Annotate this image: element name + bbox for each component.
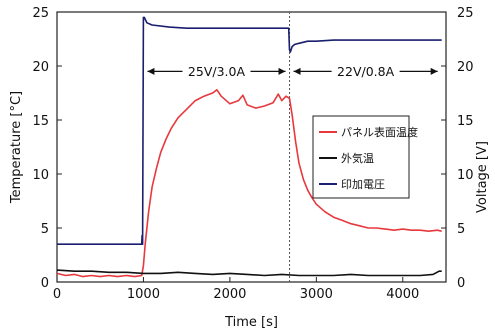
y-right-tick-label: 10: [457, 168, 474, 183]
annotation-arrowhead-left: [293, 67, 301, 75]
x-tick-label: 3000: [300, 287, 333, 302]
axes-layer: 0 1000 2000 3000 4000 0 5 10 15 20 25 0 5 10 15 20 25 Tim…: [9, 6, 490, 329]
annotation-label: 25V/3.0A: [188, 64, 246, 79]
legend-label: 外気温: [341, 151, 374, 165]
x-tick-label: 1000: [127, 287, 160, 302]
y-right-tick-label: 25: [457, 6, 474, 21]
y-right-tick-label: 20: [457, 60, 474, 75]
annotation-arrowhead-left: [147, 67, 155, 75]
annotation-label: 22V/0.8A: [337, 64, 395, 79]
y-right-tick-label: 0: [457, 276, 465, 291]
legend-label: 印加電圧: [341, 178, 385, 191]
y-right-tick-label: 15: [457, 114, 474, 129]
y-right-tick-label: 5: [457, 222, 465, 237]
y-left-tick-label: 10: [32, 168, 49, 183]
series-line-2: [56, 269, 442, 277]
y-left-tick-label: 20: [32, 60, 49, 75]
series-line-1: [56, 89, 442, 278]
annotation-arrowhead-right: [430, 67, 438, 75]
y-left-tick-label: 25: [32, 6, 49, 21]
x-tick-label: 0: [53, 287, 61, 302]
series-line-3: [57, 16, 442, 245]
y-left-tick-label: 5: [41, 222, 49, 237]
x-tick-label: 2000: [213, 287, 246, 302]
y-left-tick-label: 0: [41, 276, 49, 291]
series-layer: [56, 16, 442, 278]
x-tick-label: 4000: [386, 287, 419, 302]
annotation-arrowhead-right: [278, 67, 286, 75]
y-left-axis-title: Temperature [°C]: [9, 91, 24, 204]
y-left-tick-label: 15: [32, 114, 49, 129]
y-right-axis-title: Voltage [V]: [475, 141, 490, 213]
x-axis-title: Time [s]: [224, 315, 278, 329]
annotation-layer: 25V/3.0A 22V/0.8A: [147, 64, 438, 79]
legend-label: パネル表面温度: [341, 125, 418, 139]
